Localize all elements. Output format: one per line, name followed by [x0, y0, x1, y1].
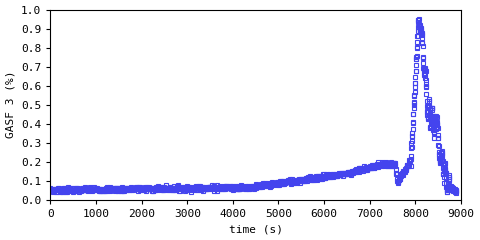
- Y-axis label: GASF 3 (%): GASF 3 (%): [6, 71, 15, 138]
- X-axis label: time (s): time (s): [228, 224, 283, 234]
